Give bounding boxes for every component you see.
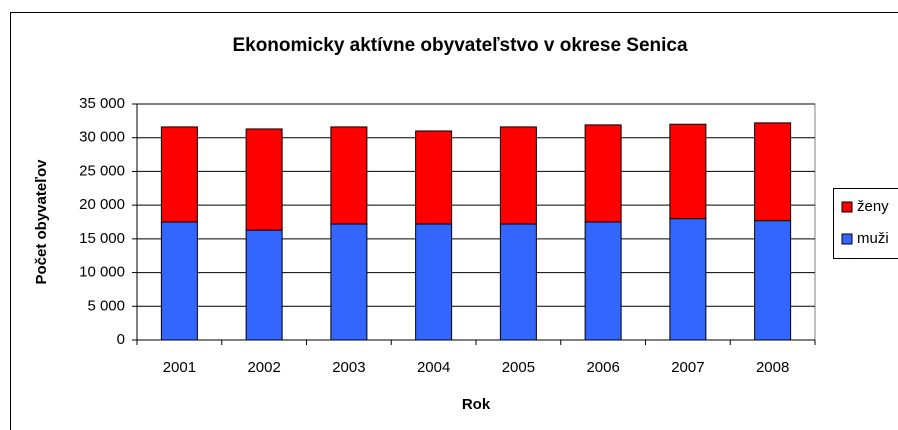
bar-segment — [754, 220, 792, 341]
legend-label: muži — [857, 230, 889, 247]
y-tick-label: 15 000 — [79, 230, 125, 247]
x-tick-label: 2005 — [502, 359, 535, 376]
y-tick-label: 5 000 — [87, 297, 125, 314]
legend-label: ženy — [857, 198, 889, 215]
x-tick-label: 2003 — [332, 359, 365, 376]
y-axis-label: Počet obyvateľov — [33, 159, 50, 285]
x-tick-label: 2008 — [756, 359, 789, 376]
bar-segment — [669, 218, 707, 341]
legend-swatch — [841, 233, 853, 245]
bar-segment — [160, 221, 198, 341]
bar-segment — [415, 223, 453, 341]
x-tick-label: 2004 — [417, 359, 450, 376]
bar-segment — [245, 229, 283, 341]
bar-segment — [499, 126, 537, 225]
y-tick-label: 10 000 — [79, 264, 125, 281]
x-axis-label: Rok — [462, 396, 491, 413]
bar-segment — [160, 126, 198, 223]
y-tick-label: 30 000 — [79, 129, 125, 146]
y-tick-label: 0 — [117, 331, 125, 348]
y-tick-label: 35 000 — [79, 95, 125, 112]
x-tick-label: 2007 — [671, 359, 704, 376]
bar-segment — [669, 123, 707, 220]
y-tick-label: 25 000 — [79, 162, 125, 179]
chart-title: Ekonomicky aktívne obyvateľstvo v okrese… — [232, 35, 688, 56]
bar-segment — [754, 122, 792, 222]
x-tick-label: 2006 — [586, 359, 619, 376]
bar-segment — [499, 223, 537, 341]
bar-segment — [330, 223, 368, 341]
bar-segment — [415, 130, 453, 225]
legend-swatch — [841, 201, 853, 213]
bar-segment — [584, 124, 622, 223]
bar-segment — [330, 126, 368, 225]
x-tick-label: 2001 — [163, 359, 196, 376]
bar-segment — [245, 128, 283, 231]
x-tick-label: 2002 — [247, 359, 280, 376]
y-tick-label: 20 000 — [79, 196, 125, 213]
bar-segment — [584, 221, 622, 341]
plot-area — [136, 103, 816, 341]
legend-box — [833, 188, 898, 259]
